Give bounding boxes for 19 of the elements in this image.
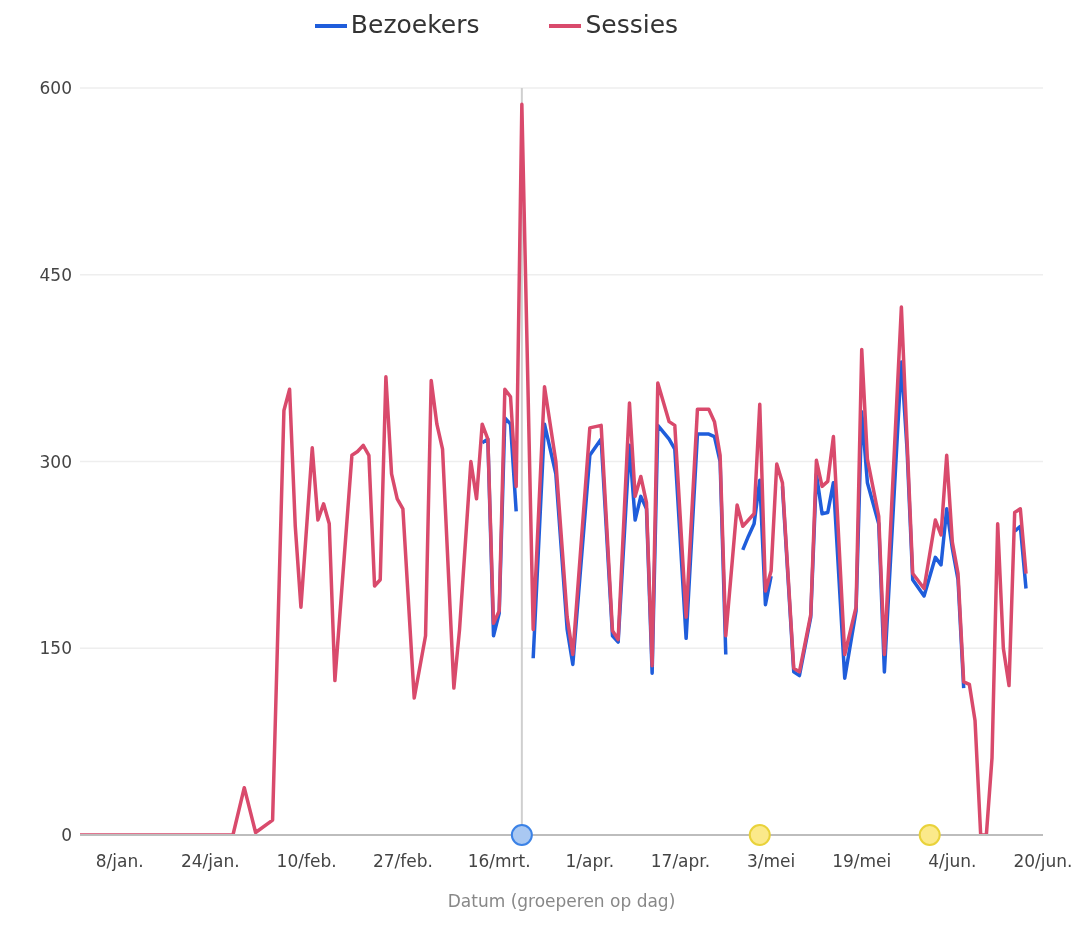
y-tick-label: 450 (39, 264, 72, 285)
x-tick-label: 1/apr. (565, 851, 615, 872)
x-tick-label: 27/feb. (372, 851, 433, 872)
y-tick-label: 150 (39, 638, 72, 659)
y-tick-label: 300 (39, 451, 72, 472)
y-tick-label: 600 (39, 78, 72, 99)
legend-label: Bezoekers (350, 10, 480, 39)
legend-label: Sessies (585, 10, 679, 39)
y-tick-label: 0 (61, 825, 72, 846)
x-tick-label: 16/mrt. (467, 851, 531, 872)
x-tick-label: 4/jun. (928, 851, 977, 872)
x-tick-label: 3/mei (746, 851, 796, 872)
x-tick-label: 24/jan. (180, 851, 240, 872)
x-axis-title: Datum (groeperen op dag) (447, 891, 676, 911)
x-tick-label: 20/jun. (1013, 851, 1073, 872)
x-tick-label: 10/feb. (276, 851, 337, 872)
x-tick-label: 19/mei (832, 851, 892, 872)
x-tick-label: 8/jan. (95, 851, 144, 872)
x-tick-label: 17/apr. (650, 851, 711, 872)
